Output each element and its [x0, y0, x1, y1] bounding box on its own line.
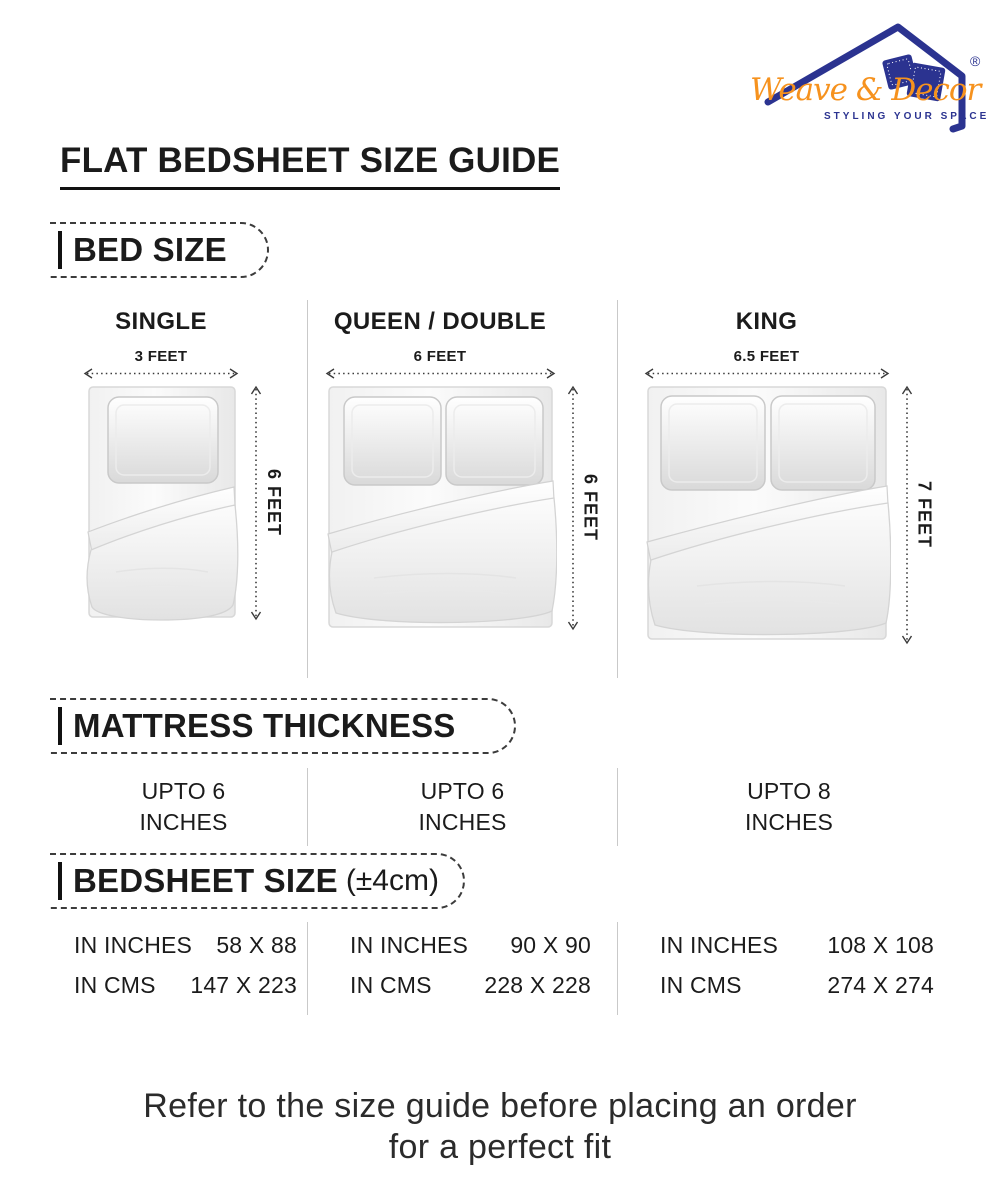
- height-label: 7 FEET: [914, 481, 935, 549]
- thickness-value-line2: INCHES: [744, 809, 834, 835]
- bed-size-columns: SINGLE 3 FEET: [60, 300, 960, 678]
- bed-name-king: KING: [735, 308, 798, 335]
- inches-value: 108 X 108: [827, 932, 934, 958]
- bed-name-single: SINGLE: [115, 308, 207, 335]
- header-accent-bar: [58, 231, 62, 269]
- width-arrow-icon: [325, 368, 555, 379]
- cms-value: 147 X 223: [190, 972, 297, 998]
- cms-label: IN CMS: [350, 972, 432, 998]
- bed-column-king: KING 6.5 FEET: [617, 300, 960, 678]
- height-dimension-queen: 6 FEET: [566, 384, 602, 632]
- size-cell-queen-double: IN INCHES 90 X 90 IN CMS 228 X 228: [307, 922, 617, 1015]
- bed-column-queen-double: QUEEN / DOUBLE 6 FEET: [307, 300, 617, 678]
- width-label: 3 FEET: [134, 348, 188, 365]
- inches-label: IN INCHES: [660, 932, 779, 958]
- height-label: 6 FEET: [580, 474, 601, 542]
- footer-line2: for a perfect fit: [388, 1127, 612, 1166]
- bed-illustration-queen-double: [326, 386, 557, 628]
- mattress-thickness-row: UPTO 6 INCHES UPTO 6 INCHES UPTO 8 INCHE…: [60, 768, 960, 846]
- page-title: FLAT BEDSHEET SIZE GUIDE: [60, 141, 561, 190]
- inches-value: 90 X 90: [510, 932, 591, 958]
- width-arrow-icon: [83, 368, 239, 379]
- house-pillows-icon: ®: [764, 23, 981, 133]
- thickness-value-line1: UPTO 6: [141, 778, 226, 804]
- cms-value: 228 X 228: [484, 972, 591, 998]
- inches-value: 58 X 88: [216, 932, 297, 958]
- bed-column-single: SINGLE 3 FEET: [60, 300, 307, 678]
- table-row: IN CMS 147 X 223: [74, 970, 297, 1000]
- width-label: 6 FEET: [413, 348, 467, 365]
- height-arrow-icon: [250, 385, 262, 621]
- size-cell-king: IN INCHES 108 X 108 IN CMS 274 X 274: [617, 922, 960, 1015]
- height-label: 6 FEET: [264, 469, 284, 537]
- cms-label: IN CMS: [74, 972, 156, 998]
- section-header-bed-size: BED SIZE: [50, 222, 269, 278]
- thickness-king: UPTO 8 INCHES: [617, 768, 960, 846]
- thickness-queen-double: UPTO 6 INCHES: [307, 768, 617, 846]
- cms-label: IN CMS: [660, 972, 742, 998]
- thickness-value-line1: UPTO 8: [747, 778, 831, 804]
- table-row: IN INCHES 58 X 88: [74, 930, 297, 960]
- inches-label: IN INCHES: [350, 932, 469, 958]
- height-arrow-icon: [901, 385, 912, 645]
- header-accent-bar: [58, 862, 62, 900]
- thickness-value-line2: INCHES: [139, 809, 228, 835]
- footer-line1: Refer to the size guide before placing a…: [143, 1087, 857, 1125]
- bedsheet-size-heading: BEDSHEET SIZE: [73, 862, 338, 899]
- cms-value: 274 X 274: [827, 972, 934, 998]
- mattress-thickness-heading: MATTRESS THICKNESS: [73, 707, 456, 744]
- table-row: IN CMS 228 X 228: [350, 970, 591, 1000]
- width-dimension-queen: 6 FEET: [324, 348, 557, 380]
- height-dimension-king: 7 FEET: [900, 384, 936, 646]
- brand-name: Weave & Decor: [750, 72, 981, 108]
- inches-label: IN INCHES: [74, 932, 193, 958]
- width-arrow-icon: [644, 368, 889, 379]
- width-dimension-king: 6.5 FEET: [643, 348, 891, 380]
- thickness-value-line1: UPTO 6: [420, 778, 505, 804]
- header-accent-bar: [58, 707, 62, 745]
- bedsheet-tolerance: (±4cm): [345, 864, 439, 897]
- width-label: 6.5 FEET: [733, 348, 800, 365]
- width-dimension-single: 3 FEET: [82, 348, 240, 380]
- thickness-single: UPTO 6 INCHES: [60, 768, 307, 846]
- bed-size-heading: BED SIZE: [73, 231, 227, 268]
- bedsheet-size-table: IN INCHES 58 X 88 IN CMS 147 X 223 IN IN…: [60, 922, 960, 1015]
- bed-illustration-single: [86, 386, 239, 621]
- size-cell-single: IN INCHES 58 X 88 IN CMS 147 X 223: [60, 922, 307, 1015]
- thickness-value-line2: INCHES: [418, 809, 507, 835]
- brand-tagline: STYLING YOUR SPACE: [824, 111, 990, 122]
- brand-logo: ® Weave & Decor STYLING YOUR SPACE: [748, 10, 990, 134]
- height-arrow-icon: [567, 385, 578, 631]
- registered-mark: ®: [970, 53, 981, 69]
- section-header-mattress-thickness: MATTRESS THICKNESS: [50, 698, 516, 754]
- height-dimension-single: 6 FEET: [249, 384, 285, 622]
- table-row: IN INCHES 108 X 108: [660, 930, 934, 960]
- footer-note: Refer to the size guide before placing a…: [0, 1086, 1000, 1168]
- table-row: IN INCHES 90 X 90: [350, 930, 591, 960]
- section-header-bedsheet-size: BEDSHEET SIZE (±4cm): [50, 853, 465, 909]
- table-row: IN CMS 274 X 274: [660, 970, 934, 1000]
- bed-name-queen: QUEEN / DOUBLE: [333, 308, 547, 335]
- bed-illustration-king: [645, 386, 891, 640]
